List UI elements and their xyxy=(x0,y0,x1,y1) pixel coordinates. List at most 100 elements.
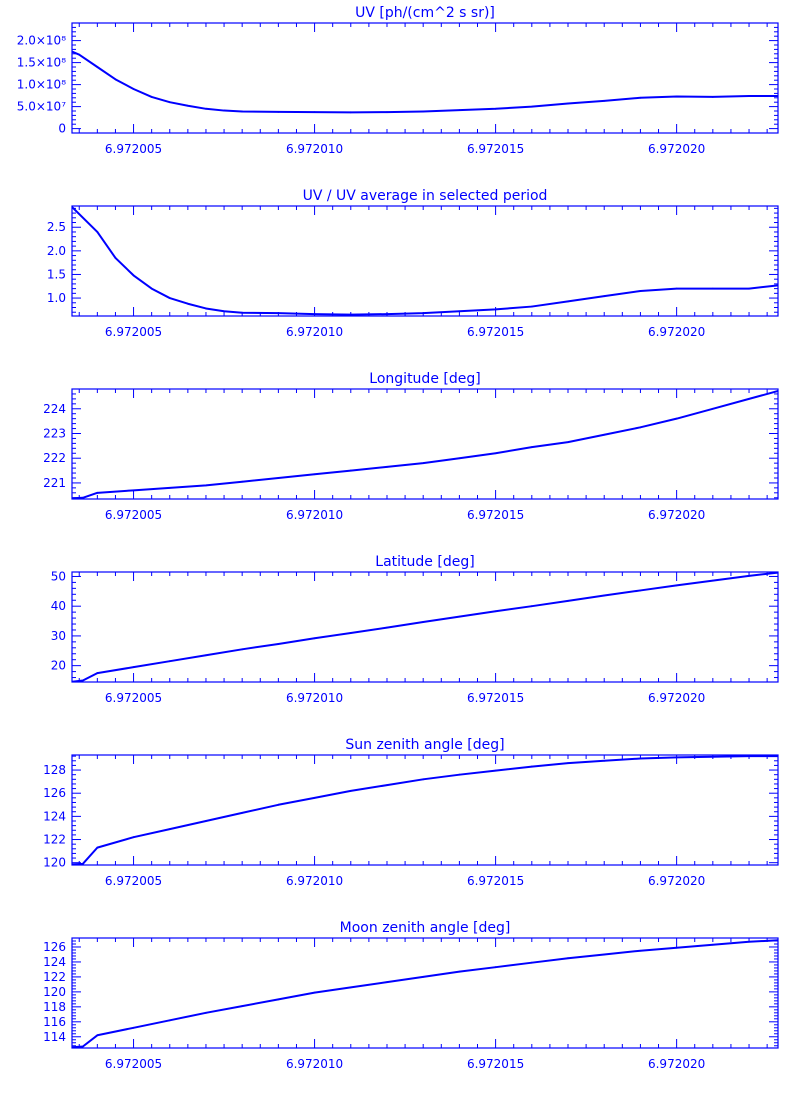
plot-frame xyxy=(71,937,779,1049)
data-point xyxy=(603,99,606,102)
data-point xyxy=(81,862,84,865)
data-point xyxy=(748,574,750,577)
chart-title: UV [ph/(cm^2 s sr)] xyxy=(355,5,495,21)
data-point xyxy=(205,307,207,310)
data-point xyxy=(603,953,606,956)
data-point xyxy=(494,610,497,613)
data-point xyxy=(241,311,244,314)
x-tick-label: 6.972015 xyxy=(467,1057,524,1071)
data-point xyxy=(241,110,244,113)
data-point xyxy=(96,491,99,494)
x-tick-label: 6.972005 xyxy=(105,874,162,888)
chart-panel-3: Longitude [deg] 6.972005 6.972010 6.972015 6… xyxy=(43,371,779,522)
data-point xyxy=(567,957,569,960)
y-tick-label: 114 xyxy=(43,1030,66,1044)
data-point xyxy=(711,407,714,410)
data-point xyxy=(72,497,73,499)
data-point xyxy=(422,621,425,623)
x-tick-label: 6.972020 xyxy=(648,325,705,339)
data-point xyxy=(458,970,461,973)
data-point xyxy=(530,765,533,768)
data-point xyxy=(277,643,280,645)
data-point xyxy=(241,480,244,483)
data-point xyxy=(205,1011,207,1014)
x-tick-label: 6.972005 xyxy=(105,691,162,705)
y-tick-label: 2.0×10⁸ xyxy=(17,34,66,48)
data-point xyxy=(777,284,778,287)
data-point xyxy=(277,998,280,1001)
data-point xyxy=(711,755,714,758)
x-tick-label: 6.972010 xyxy=(286,874,343,888)
x-tick-label: 6.972020 xyxy=(648,1057,705,1071)
data-point xyxy=(72,206,73,208)
series-line xyxy=(72,50,778,114)
chart-title: Latitude [deg] xyxy=(375,554,474,570)
data-point xyxy=(675,946,678,949)
data-point xyxy=(386,465,388,468)
data-point xyxy=(223,310,225,313)
data-point xyxy=(422,976,425,978)
y-tick-label: 221 xyxy=(43,476,66,490)
data-point xyxy=(422,778,425,781)
data-point xyxy=(72,680,73,682)
data-point xyxy=(349,469,352,472)
y-tick-label: 30 xyxy=(51,629,66,643)
x-tick-label: 6.972015 xyxy=(467,691,524,705)
data-point xyxy=(458,457,461,460)
data-point xyxy=(277,110,280,113)
data-point xyxy=(277,803,280,806)
x-tick-label: 6.972010 xyxy=(286,142,343,156)
data-point xyxy=(349,986,352,989)
chart-panel-6: Moon zenith angle [deg] 6.972005 6.972010 6… xyxy=(43,920,779,1071)
chart-title: Sun zenith angle [deg] xyxy=(345,737,504,753)
data-point xyxy=(168,297,171,299)
data-point xyxy=(494,107,497,110)
data-point xyxy=(530,105,533,108)
data-point xyxy=(114,257,117,259)
data-point xyxy=(675,95,678,98)
data-point xyxy=(81,679,84,682)
data-point xyxy=(458,773,461,776)
y-tick-label: 122 xyxy=(43,833,66,847)
y-tick-label: 222 xyxy=(43,451,66,465)
plot-frame xyxy=(71,205,779,317)
data-point xyxy=(748,397,750,400)
data-point xyxy=(711,579,714,582)
data-point xyxy=(168,1019,171,1022)
data-point xyxy=(675,756,678,759)
series-line xyxy=(72,572,778,682)
data-point xyxy=(81,1045,84,1048)
chart-title: UV / UV average in selected period xyxy=(303,188,548,204)
data-point xyxy=(241,1005,244,1007)
data-point xyxy=(777,95,778,97)
plot-frame xyxy=(71,571,779,683)
y-tick-label: 0 xyxy=(58,122,66,136)
x-tick-label: 6.972005 xyxy=(105,1057,162,1071)
data-point xyxy=(277,477,280,479)
data-point xyxy=(205,484,207,487)
y-tick-label: 122 xyxy=(43,970,66,984)
data-point xyxy=(748,287,750,290)
data-point xyxy=(639,96,642,99)
data-point xyxy=(132,489,135,492)
data-point xyxy=(603,295,606,298)
data-point xyxy=(205,654,207,657)
data-point xyxy=(675,584,678,587)
x-tick-label: 6.972015 xyxy=(467,874,524,888)
data-point xyxy=(386,981,388,984)
x-tick-label: 6.972005 xyxy=(105,142,162,156)
data-point xyxy=(186,302,189,305)
data-point xyxy=(81,496,84,499)
data-point xyxy=(422,462,425,465)
data-point xyxy=(72,1046,73,1048)
series-line xyxy=(72,206,778,316)
data-point xyxy=(639,589,642,592)
data-point xyxy=(494,308,497,311)
data-point xyxy=(530,605,533,608)
data-point xyxy=(748,95,750,97)
data-point xyxy=(313,796,316,799)
data-point xyxy=(777,390,778,392)
data-point xyxy=(494,452,497,455)
y-tick-label: 128 xyxy=(43,763,66,777)
